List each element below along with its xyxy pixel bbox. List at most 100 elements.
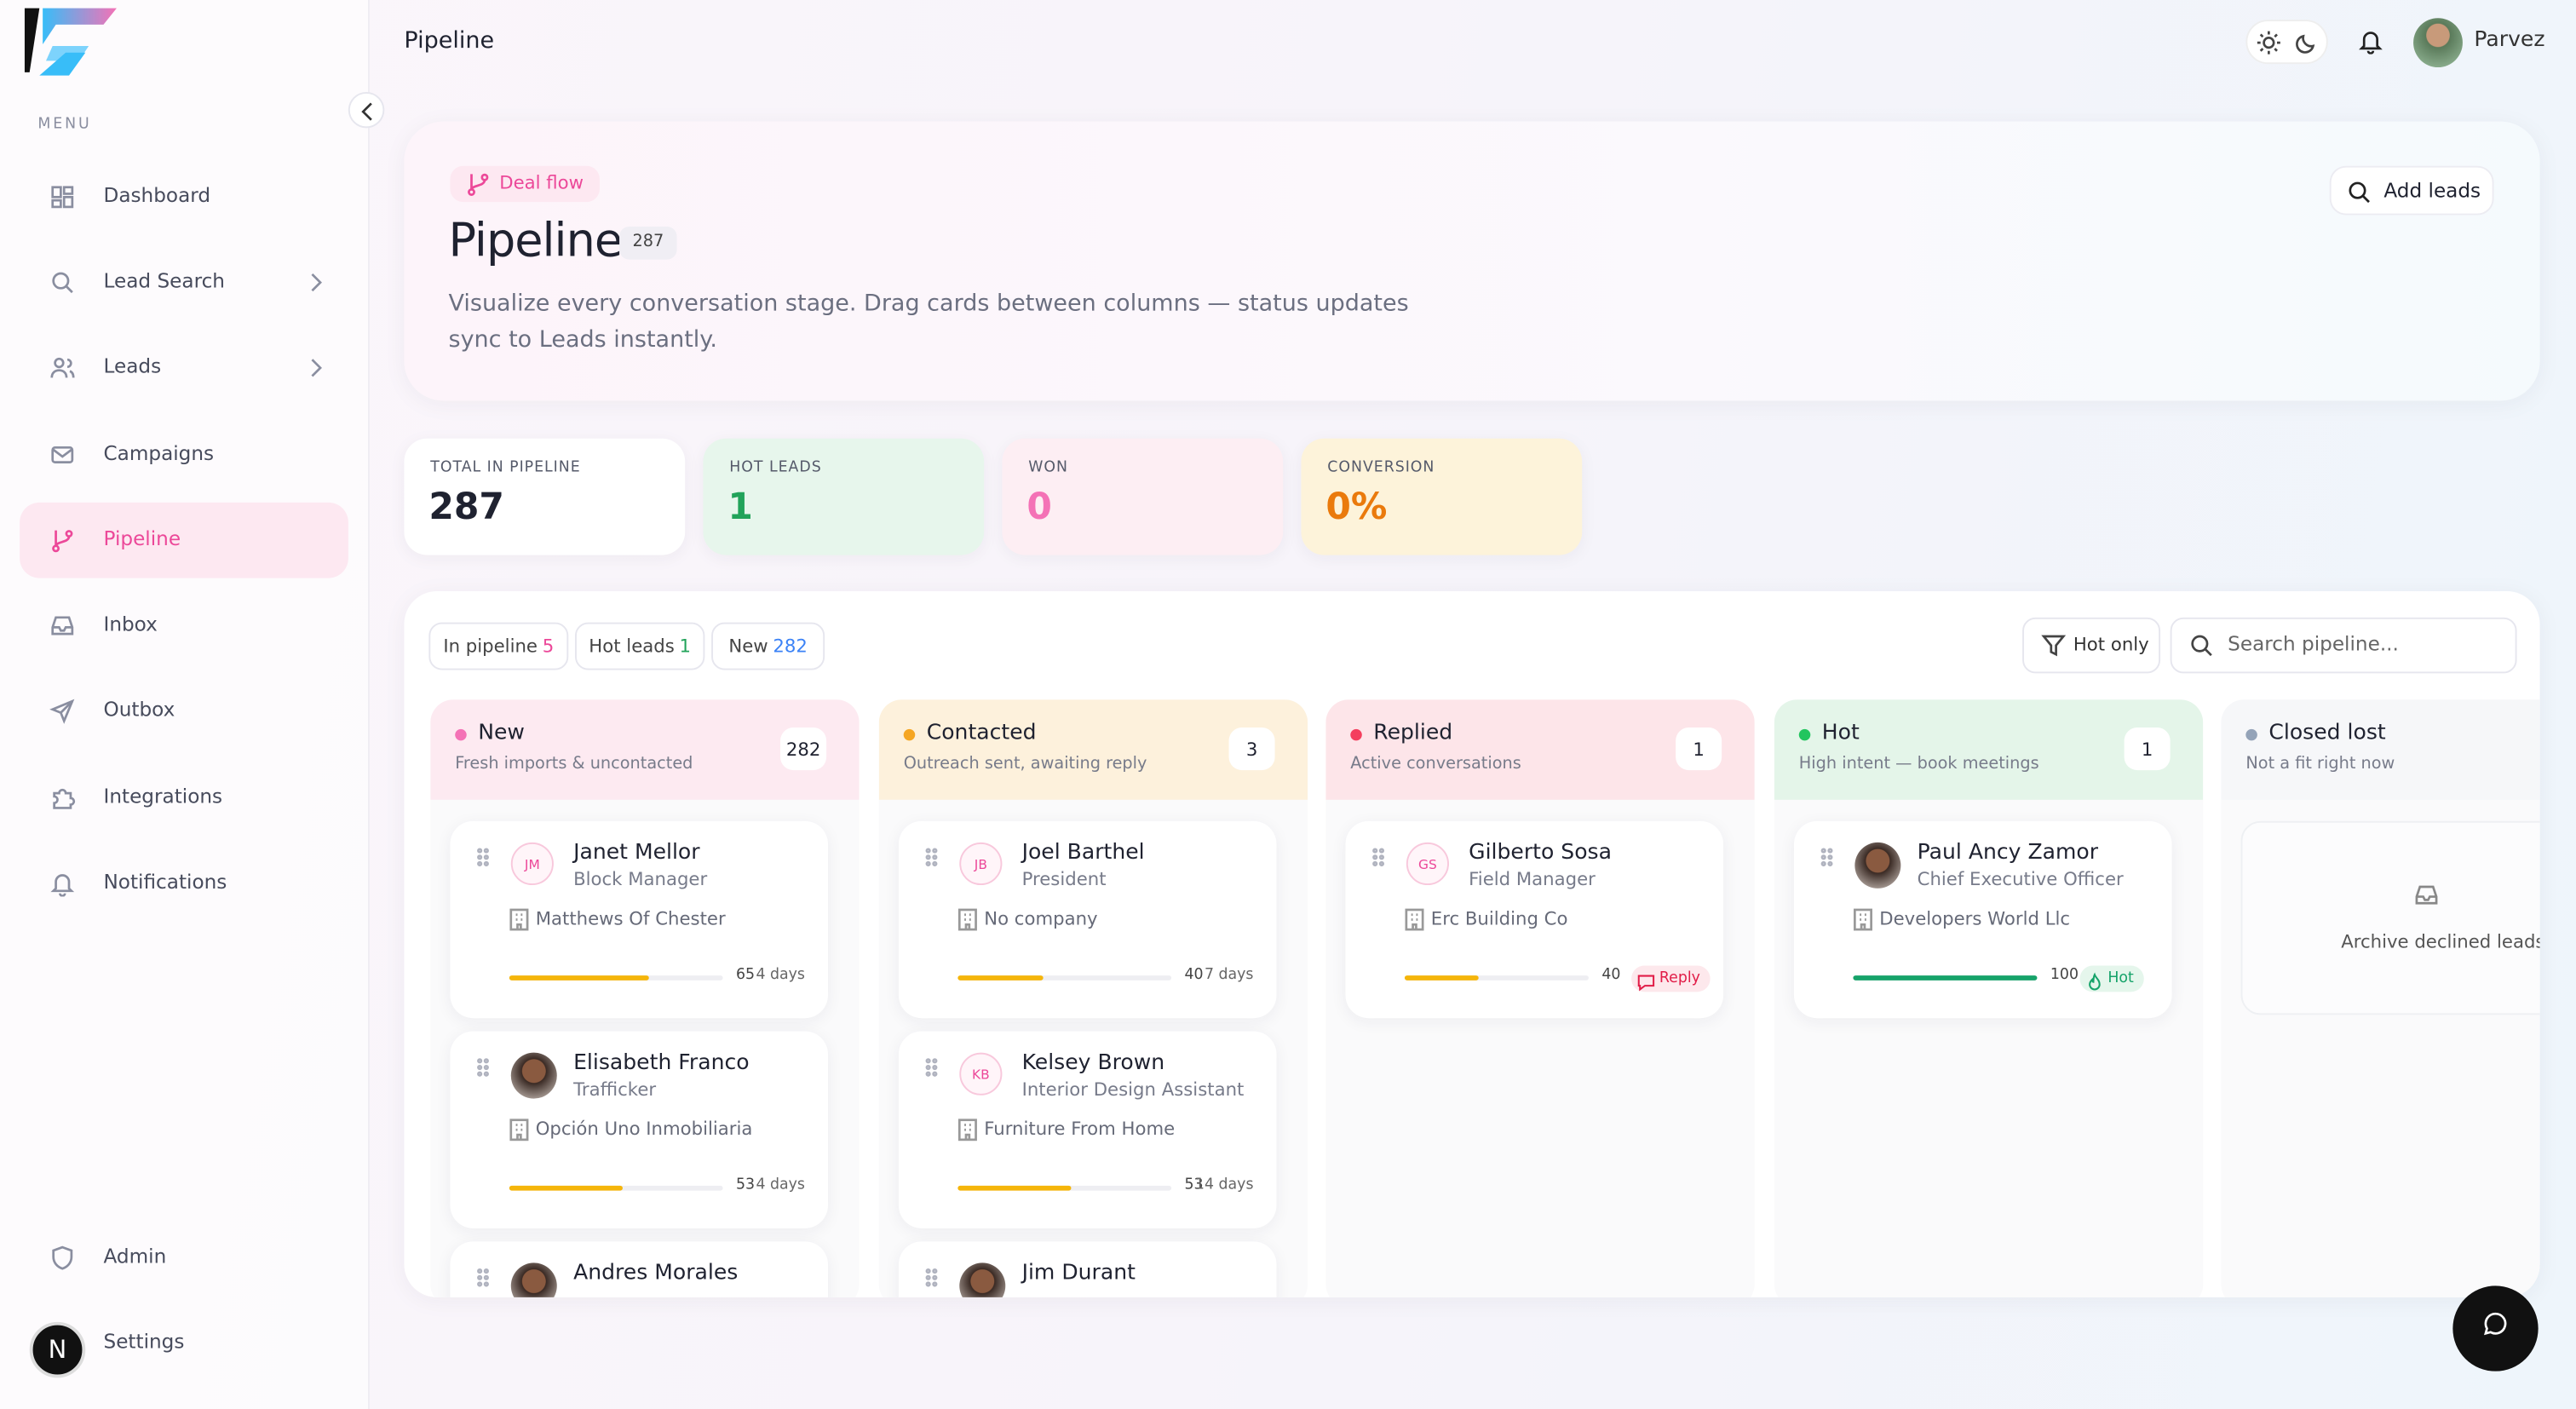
lead-role: Trafficker (573, 1078, 657, 1101)
lead-role: President (1021, 868, 1107, 890)
stat-label: CONVERSION (1327, 459, 1435, 477)
lead-company: Matthews Of Chester (535, 908, 726, 930)
lead-card[interactable]: GS Gilberto Sosa Field Manager Erc Building… (1345, 820, 1724, 1019)
sidebar: MENU Dashboard Lead Search Leads Campaigns Pi… (0, 0, 370, 1409)
icon (51, 186, 74, 209)
lead-role: Field Manager (1469, 868, 1596, 890)
filter-chip[interactable]: New 282 (711, 622, 825, 670)
score-track (957, 975, 1172, 981)
lead-card[interactable]: JM Janet Mellor Block Manager Matthews Of C… (450, 820, 828, 1019)
pipeline-column: Closed lost Not a fit right now Archive de… (2221, 699, 2540, 1297)
column-title: New (478, 721, 525, 746)
column-header: Closed lost Not a fit right now (2221, 699, 2540, 800)
chat-button[interactable] (2452, 1285, 2539, 1372)
nav-item[interactable]: Pipeline (20, 502, 348, 578)
column-header: Contacted Outreach sent, awaiting reply 3 (878, 699, 1308, 800)
column-subtitle: Active conversations (1350, 755, 1521, 774)
hot-only-button[interactable]: Hot only (2022, 617, 2161, 674)
icon (509, 908, 529, 931)
nav-item[interactable]: Outbox (20, 673, 348, 749)
filter-chip[interactable]: In pipeline 5 (428, 622, 569, 670)
nav-item[interactable]: Inbox (20, 588, 348, 664)
pipeline-column: Hot High intent — book meetings 1 Paul Ancy… (1774, 699, 2204, 1297)
score-bar (1853, 975, 2038, 981)
icon (53, 788, 76, 809)
lead-score: 53 (1184, 1177, 1204, 1194)
lead-name: Janet Mellor (573, 841, 700, 866)
icon (477, 1058, 489, 1077)
nav-item[interactable]: Lead Search (20, 244, 348, 320)
lead-role: Chief Executive Officer (1917, 868, 2124, 890)
lead-card[interactable]: Elisabeth Franco Trafficker Opción Uno Inm… (450, 1031, 828, 1228)
icon (925, 1268, 938, 1287)
icon (2484, 1312, 2507, 1336)
search-input[interactable]: Search pipeline... (2170, 617, 2517, 674)
lead-name: Elisabeth Franco (573, 1050, 750, 1076)
icon (1854, 908, 1872, 931)
score-bar (957, 1185, 1072, 1191)
icon (311, 273, 322, 292)
column-title: Contacted (926, 721, 1037, 746)
lead-name: Andres Morales (573, 1261, 739, 1286)
user-avatar[interactable] (2413, 18, 2463, 68)
icon (52, 272, 73, 294)
lead-card[interactable]: Jim Durant (898, 1241, 1277, 1297)
lead-tag: Reply (1631, 965, 1711, 992)
lead-name: Paul Ancy Zamor (1917, 841, 2099, 866)
empty-text: Archive declined leads (2341, 931, 2540, 953)
column-count: 1 (2124, 727, 2171, 771)
nav-label: Integrations (103, 785, 223, 808)
icon (468, 173, 489, 196)
nav-item[interactable]: Dashboard (20, 159, 348, 235)
icon (2359, 32, 2383, 55)
lead-score: 40 (1601, 967, 1621, 984)
status-dot (903, 728, 916, 741)
stat-card: WON 0 (1002, 438, 1284, 555)
add-leads-button[interactable]: Add leads (2329, 165, 2494, 216)
lead-avatar: GS (1406, 842, 1449, 886)
icon (50, 357, 75, 378)
hero-title: Pipeline (448, 213, 623, 268)
stat-card: CONVERSION 0% (1301, 438, 1583, 555)
lead-age: 7 days (1204, 967, 1254, 984)
lead-card[interactable]: KB Kelsey Brown Interior Design Assistant F… (898, 1031, 1277, 1228)
nav-item[interactable]: Admin (20, 1220, 348, 1296)
button-label: Hot only (2073, 634, 2149, 656)
icon (2349, 181, 2370, 204)
user-name[interactable]: Parvez (2474, 27, 2545, 53)
stat-value: 0 (1026, 487, 1052, 529)
lead-score: 65 (735, 967, 756, 984)
filter-count: 5 (542, 635, 555, 658)
nav-item[interactable]: Campaigns (20, 417, 348, 493)
lead-role: Block Manager (573, 868, 708, 890)
stat-value: 0% (1325, 487, 1388, 529)
icon (477, 1268, 489, 1287)
icon (509, 1119, 529, 1142)
icon (50, 874, 75, 897)
lead-card[interactable]: Paul Ancy Zamor Chief Executive Officer De… (1793, 820, 2172, 1019)
filter-chip[interactable]: Hot leads 1 (574, 622, 705, 670)
nav-item[interactable]: Integrations (20, 761, 348, 837)
icon (2415, 885, 2438, 905)
icon (1820, 848, 1833, 867)
status-dot (1798, 728, 1811, 741)
theme-toggle[interactable] (2245, 20, 2328, 65)
logo[interactable] (23, 7, 118, 79)
pipeline-column: New Fresh imports & uncontacted 282 JM Janet… (430, 699, 860, 1297)
lead-age: 4 days (756, 967, 805, 984)
column-title: Replied (1373, 721, 1453, 746)
nav-item[interactable]: Notifications (20, 846, 348, 922)
stat-label: HOT LEADS (729, 459, 822, 477)
lead-avatar: JB (959, 842, 1003, 886)
lead-avatar: KB (959, 1052, 1003, 1096)
notifications-button[interactable] (2355, 25, 2388, 58)
column-subtitle: High intent — book meetings (1798, 755, 2039, 774)
nav-item[interactable]: Leads (20, 330, 348, 405)
menu-label: MENU (37, 116, 92, 134)
lead-card[interactable]: JB Joel Barthel President No company 40 7 day… (898, 820, 1277, 1019)
nav-item[interactable]: N Settings (20, 1306, 348, 1382)
collapse-button[interactable] (348, 91, 385, 129)
lead-card[interactable]: Andres Morales (450, 1241, 828, 1297)
button-label: Add leads (2383, 179, 2481, 203)
